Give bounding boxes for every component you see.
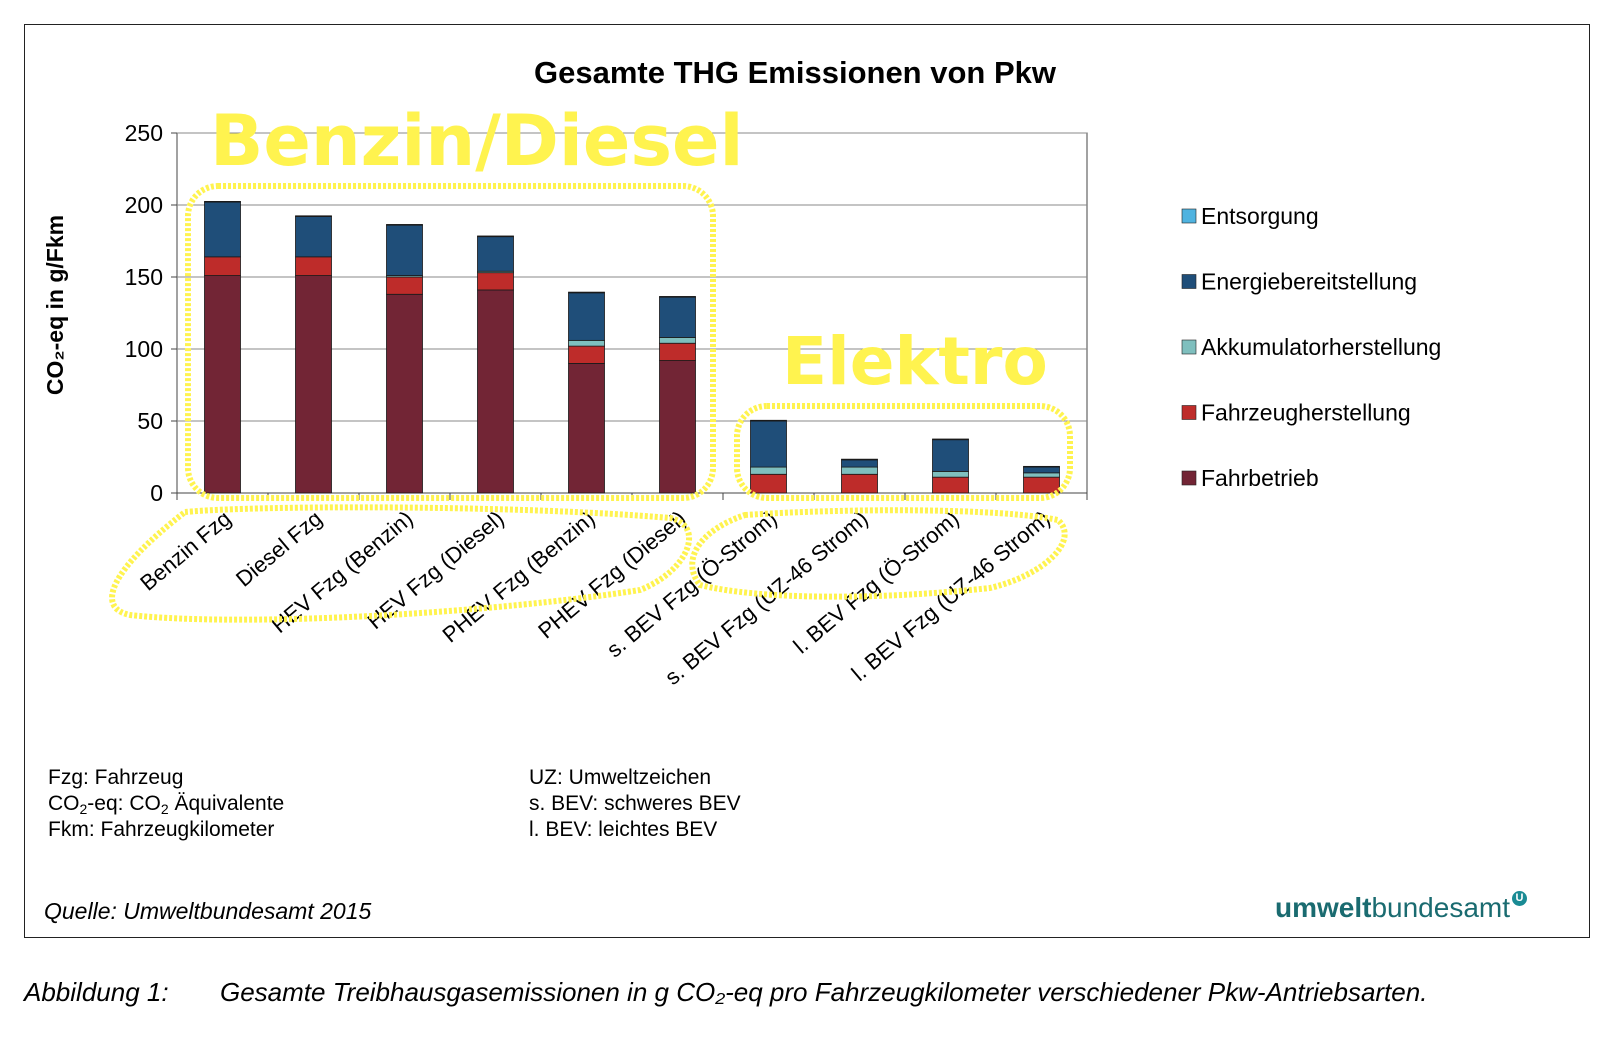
bar-segment [932,470,969,478]
bar-segment [659,296,696,338]
stacked-bar-chart: Gesamte THG Emissionen von Pkw 0 50 100 150 2… [42,55,1441,690]
annotation-elektro: Elektro [782,323,1048,400]
bar-segment [386,293,423,494]
bar-segment [295,275,332,494]
legend-swatch [1181,470,1197,486]
y-tick-label: 250 [125,120,163,146]
bar-segment [568,292,605,341]
y-tick-label: 100 [125,336,163,362]
bar-segment [1023,466,1060,474]
x-tick-label: s. BEV Fzg (Ö-Strom) [602,506,782,663]
source-note: Quelle: Umweltbundesamt 2015 [44,898,372,924]
legend-swatch [1181,339,1197,355]
logo-badge-icon: U [1512,891,1528,906]
note-co2eq: CO2-eq: CO2 Äquivalente [48,792,285,817]
y-tick-label: 50 [137,408,163,434]
bar-segment [659,360,696,494]
bar-segment [750,420,787,468]
highlight-fossil-labels [109,504,692,623]
x-tick-label: Benzin Fzg [135,506,235,596]
bar-segment [295,216,332,258]
legend-swatch [1181,274,1197,289]
bar-segment [1023,472,1060,478]
bar-segment [568,362,605,494]
y-tick-label: 150 [125,264,163,290]
bar-segment [932,438,969,441]
bar-segment [841,459,878,468]
bar-segment [932,439,969,472]
bar-segment [295,256,332,276]
bar-segment [1023,465,1060,468]
x-tick-label: l. BEV Fzg (Ö-Strom) [788,506,963,659]
note-fzg: Fzg: Fahrzeug [48,766,184,789]
highlight-fossil-bars [185,183,716,501]
legend-label: Entsorgung [1201,203,1319,229]
bar-segment [204,256,241,276]
bar-segment [841,458,878,461]
legend-label: Energiebereitstellung [1201,269,1417,295]
bar-segment [659,296,696,298]
highlight-electric-labels [689,507,1068,600]
legend-swatch [1181,208,1197,224]
chart-title: Gesamte THG Emissionen von Pkw [534,55,1057,90]
legend-label: Fahrbetrieb [1201,465,1319,491]
y-tick-label: 0 [150,480,163,506]
x-tick-label: PHEV Fzg (Benzin) [438,506,600,648]
note-uz: UZ: Umweltzeichen [529,766,712,789]
bar-segment [659,342,696,361]
legend-label: Akkumulatorherstellung [1201,334,1441,360]
bar-segment [204,275,241,494]
y-tick-label: 200 [125,192,163,218]
bar-segment [295,215,332,217]
bar-segment [932,476,969,494]
bar-segment [750,466,787,475]
bar-segment [568,345,605,364]
bar-segment [659,337,696,344]
bar-segment [568,291,605,294]
bar-segment [477,236,514,272]
bar-segment [204,200,241,203]
bar-segment [568,339,605,347]
umweltbundesamt-logo: umweltbundesamt U [1275,891,1528,924]
bar-segment [750,419,787,422]
figure-frame [24,24,1590,938]
x-tick-label: PHEV Fzg (Diesel) [533,506,690,644]
bar-segment [1023,476,1060,494]
bar-segment [750,473,787,494]
bar-segment [477,235,514,238]
note-fkm: Fkm: Fahrzeugkilometer [48,818,275,841]
annotation-benzin-diesel: Benzin/Diesel [210,100,744,182]
legend-label: Fahrzeugherstellung [1201,400,1411,426]
highlight-electric-bars [734,403,1073,501]
bar-segment [841,466,878,475]
legend-swatch [1181,405,1197,420]
note-sbev: s. BEV: schweres BEV [529,792,741,815]
bar-segment [477,289,514,494]
x-tick-label: Diesel Fzg [231,506,327,592]
bar-segment [477,272,514,291]
y-axis-label: CO₂-eq in g/Fkm [42,215,68,395]
bar-segment [841,473,878,494]
bar-segment [386,224,423,276]
bar-segment [386,276,423,295]
note-lbev: l. BEV: leichtes BEV [529,818,718,841]
bar-segment [204,201,241,258]
bar-segment [386,224,423,226]
caption-text: Gesamte Treibhausgasemissionen in g CO₂-… [220,977,1428,1007]
caption-label: Abbildung 1: [24,977,169,1007]
